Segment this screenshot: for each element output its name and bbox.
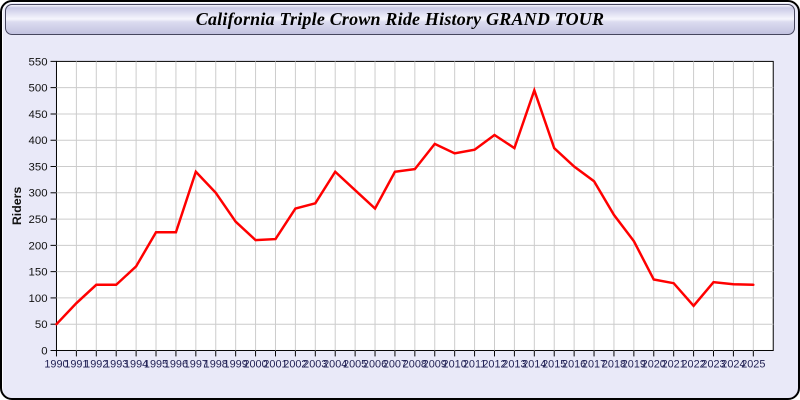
y-tick-label: 50	[35, 319, 48, 331]
title-bar: California Triple Crown Ride History GRA…	[5, 4, 795, 35]
y-tick-label: 300	[29, 188, 48, 200]
x-tick-label: 2022	[681, 358, 705, 370]
x-tick-label: 2013	[502, 358, 526, 370]
x-tick-label: 2001	[263, 358, 287, 370]
x-tick-label: 2008	[403, 358, 427, 370]
y-tick-label: 350	[29, 161, 48, 173]
x-tick-label: 2016	[562, 358, 586, 370]
x-tick-label: 1994	[124, 358, 148, 370]
x-tick-label: 2009	[423, 358, 447, 370]
y-tick-label: 500	[29, 83, 48, 95]
x-tick-label: 2010	[443, 358, 467, 370]
x-tick-label: 2024	[721, 358, 745, 370]
y-tick-label: 100	[29, 293, 48, 305]
x-tick-label: 1996	[164, 358, 188, 370]
x-tick-label: 2015	[542, 358, 566, 370]
y-tick-label: 250	[29, 214, 48, 226]
x-tick-label: 2011	[463, 358, 486, 370]
x-tick-label: 2017	[582, 358, 606, 370]
x-tick-label: 2021	[662, 358, 686, 370]
x-tick-label: 2012	[482, 358, 506, 370]
x-tick-label: 1995	[144, 358, 168, 370]
y-tick-label: 550	[29, 56, 48, 68]
page-title: California Triple Crown Ride History GRA…	[195, 9, 605, 29]
x-tick-label: 1997	[184, 358, 208, 370]
y-axis-title: Riders	[10, 187, 24, 226]
x-tick-label: 1998	[204, 358, 228, 370]
y-tick-label: 150	[29, 267, 48, 279]
x-tick-label: 2025	[741, 358, 765, 370]
x-tick-label: 1992	[84, 358, 108, 370]
x-tick-label: 2000	[243, 358, 267, 370]
x-tick-label: 2007	[383, 358, 407, 370]
x-tick-label: 2018	[602, 358, 626, 370]
x-tick-label: 2020	[642, 358, 666, 370]
x-tick-label: 1990	[44, 358, 68, 370]
y-tick-label: 450	[29, 109, 48, 121]
x-tick-label: 1993	[104, 358, 128, 370]
x-tick-label: 2005	[343, 358, 367, 370]
x-tick-label: 1991	[64, 358, 88, 370]
x-tick-label: 2019	[622, 358, 646, 370]
x-tick-label: 2004	[323, 358, 347, 370]
x-tick-label: 2003	[303, 358, 327, 370]
riders-series-line	[55, 86, 755, 326]
x-tick-label: 2006	[363, 358, 387, 370]
x-tick-label: 2023	[701, 358, 725, 370]
x-tick-label: 2014	[522, 358, 546, 370]
y-tick-label: 0	[41, 345, 47, 357]
x-tick-label: 1999	[224, 358, 248, 370]
y-tick-label: 200	[29, 240, 48, 252]
y-tick-label: 400	[29, 135, 48, 147]
x-tick-label: 2002	[283, 358, 307, 370]
